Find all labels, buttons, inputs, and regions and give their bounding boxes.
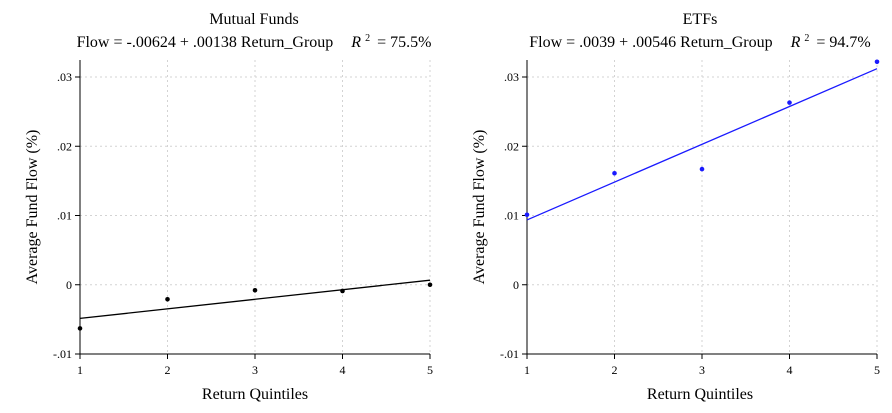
y-tick-label: .01 bbox=[504, 209, 519, 223]
panel-mutual-funds: Mutual Funds Flow = -.00624 + .00138 Ret… bbox=[24, 11, 433, 403]
y-axis-label: Average Fund Flow (%) bbox=[24, 130, 41, 285]
y-tick-label: .03 bbox=[57, 70, 72, 84]
y-tick-label: 0 bbox=[66, 278, 72, 292]
x-tick-label: 3 bbox=[252, 363, 258, 377]
panel-equation-line: Flow = .0039 + .00546 Return_Group R 2 =… bbox=[529, 28, 871, 51]
data-point bbox=[874, 59, 880, 65]
x-axis-label: Return Quintiles bbox=[202, 386, 308, 403]
data-point bbox=[699, 166, 705, 172]
x-tick-label: 2 bbox=[612, 363, 618, 377]
x-tick-label: 3 bbox=[699, 363, 705, 377]
fit-line bbox=[79, 279, 431, 320]
x-tick-label: 2 bbox=[165, 363, 171, 377]
y-axis-label: Average Fund Flow (%) bbox=[471, 130, 488, 285]
y-tick-label: .03 bbox=[504, 70, 519, 84]
data-points bbox=[524, 59, 880, 218]
data-points bbox=[77, 282, 433, 331]
data-point bbox=[787, 100, 792, 105]
y-ticks: -.01 0 .01 .02 .03 bbox=[53, 70, 80, 361]
r-squared-symbol: R bbox=[790, 34, 801, 51]
data-point bbox=[524, 212, 530, 218]
data-point bbox=[612, 170, 617, 176]
data-point bbox=[427, 282, 433, 288]
fit-line bbox=[526, 68, 878, 221]
panel-equation-line: Flow = -.00624 + .00138 Return_Group R 2… bbox=[77, 28, 432, 51]
y-tick-label: .02 bbox=[57, 139, 72, 153]
y-tick-label: 0 bbox=[513, 278, 519, 292]
panel-title: Mutual Funds bbox=[209, 11, 298, 28]
r-squared-symbol: R bbox=[350, 34, 361, 51]
gridlines bbox=[80, 60, 431, 354]
r-squared-superscript: 2 bbox=[365, 33, 370, 44]
y-tick-label: .02 bbox=[504, 139, 519, 153]
x-axis-label: Return Quintiles bbox=[647, 386, 753, 403]
r-squared-superscript: 2 bbox=[804, 33, 809, 44]
data-point bbox=[340, 288, 345, 294]
x-tick-label: 4 bbox=[340, 363, 346, 377]
x-tick-label: 5 bbox=[427, 363, 433, 377]
x-ticks: 1 2 3 4 5 bbox=[77, 354, 433, 377]
x-tick-label: 1 bbox=[77, 363, 83, 377]
y-tick-label: -.01 bbox=[53, 347, 72, 361]
y-tick-label: -.01 bbox=[500, 347, 519, 361]
data-point bbox=[165, 296, 170, 302]
panel-etfs: ETFs Flow = .0039 + .00546 Return_Group … bbox=[471, 11, 880, 403]
data-point bbox=[252, 287, 258, 293]
fit-equation: Flow = -.00624 + .00138 Return_Group bbox=[77, 34, 334, 51]
r-squared-value: = 94.7% bbox=[816, 34, 870, 51]
y-ticks: -.01 0 .01 .02 .03 bbox=[500, 70, 527, 361]
y-tick-label: .01 bbox=[57, 209, 72, 223]
fit-equation: Flow = .0039 + .00546 Return_Group bbox=[529, 34, 772, 51]
data-point bbox=[77, 326, 83, 331]
r-squared-value: = 75.5% bbox=[377, 34, 431, 51]
gridlines bbox=[527, 60, 878, 354]
x-tick-label: 4 bbox=[787, 363, 793, 377]
x-ticks: 1 2 3 4 5 bbox=[524, 354, 880, 377]
x-tick-label: 5 bbox=[874, 363, 880, 377]
x-tick-label: 1 bbox=[524, 363, 530, 377]
panel-title: ETFs bbox=[683, 11, 718, 28]
